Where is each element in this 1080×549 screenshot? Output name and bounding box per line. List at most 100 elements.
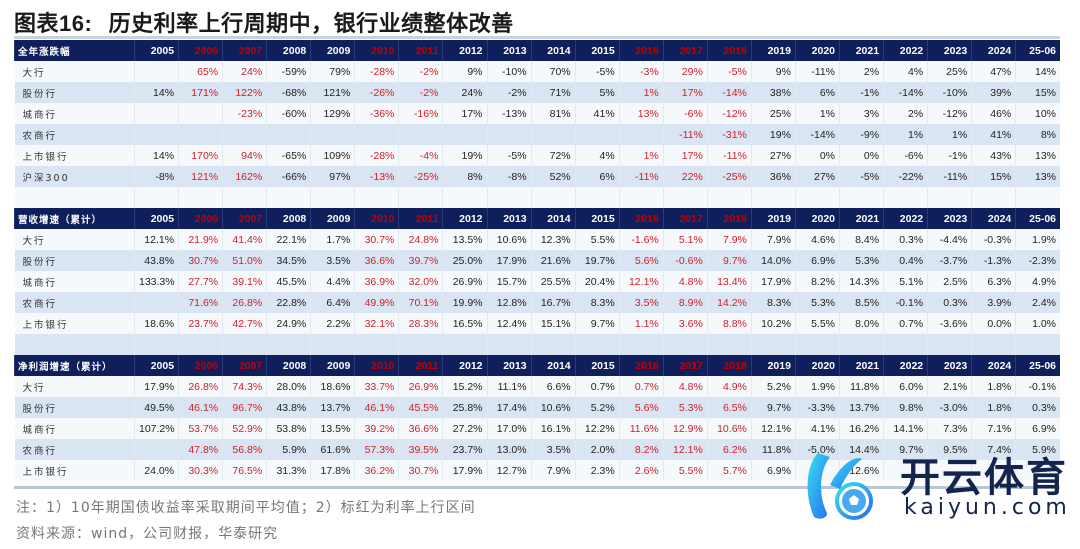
table-cell: 5.1% [883,271,928,292]
table-cell [133,292,179,313]
column-header: 2014 [530,40,576,61]
spacer-cell [706,334,752,355]
spacer-cell [883,334,928,355]
table-cell: -11% [794,61,840,82]
table-cell: 9.7% [883,439,928,460]
table-cell: 61.6% [310,439,355,460]
table-cell: -2% [486,82,532,103]
table-cell: 8.4% [838,229,884,250]
table-cell: 12.1% [662,439,708,460]
spacer-cell [574,334,620,355]
table-row: 上市银行 14% 170% 94% -65% 109% -28% -4% 19% -5% 72% 4%… [14,145,1060,166]
row-label: 农商行 [14,292,135,313]
column-header: 2008 [266,40,311,61]
column-header: 2005 [133,40,179,61]
table-cell: 1% [927,124,972,145]
table-cell: 5.6% [618,250,664,271]
table-cell: 41% [574,103,620,124]
table-cell: 129% [310,103,355,124]
table-row: 农商行 -11% -31% 19% -14% -9% 1% 1% 41% 8% [14,124,1060,145]
table-cell: 70.1% [398,292,443,313]
table-cell: -1.6% [618,229,664,250]
column-header: 2011 [398,355,443,376]
table-cell: 6.6% [530,376,576,397]
table-cell: 15% [971,166,1016,187]
table-cell: 4.9% [706,376,752,397]
kaiyun-k-ball-icon [807,453,873,520]
table-cell: 8.0% [838,313,884,334]
table-cell: -23% [222,103,267,124]
spacer-cell [794,187,840,208]
row-label: 上市银行 [14,313,135,334]
table-cell: 21.6% [530,250,576,271]
table-cell: 6.5% [706,397,752,418]
table-cell: 46.1% [354,397,399,418]
table-cell: 0.4% [883,250,928,271]
column-header: 2019 [750,208,796,229]
table-cell: 3% [838,103,884,124]
spacer-cell [310,187,355,208]
source-note: 资料来源：wind，公司财报，华泰研究 [16,526,279,542]
table-cell: 13.4% [706,271,752,292]
table-cell: 16.1% [530,418,576,439]
table-cell: -6% [662,103,708,124]
table-cell [178,124,223,145]
column-header: 2023 [927,40,972,61]
table-cell: 17.0% [486,418,532,439]
column-header: 2016 [618,208,664,229]
spacer-cell [442,334,487,355]
table-cell: 33.7% [354,376,399,397]
table-cell: 13.5% [310,418,355,439]
table-cell: 7.9% [706,229,752,250]
spacer-cell [530,334,576,355]
table-cell: 25.8% [442,397,487,418]
table-cell: 3.5% [310,250,355,271]
table-cell: 14.2% [706,292,752,313]
table-cell: -13% [354,166,399,187]
table-cell: 13% [1015,166,1060,187]
table-cell [971,460,1016,481]
table-cell: 15.7% [486,271,532,292]
table-cell: 29% [662,61,708,82]
table-cell: 45.5% [266,271,311,292]
table-cell: -5% [706,61,752,82]
table-cell: -68% [266,82,311,103]
spacer-cell [927,187,972,208]
table-cell: 76.5% [222,460,267,481]
table-cell: 4% [574,145,620,166]
section-header-row: 净利润增速（累计） 2005 2006 2007 2008 2009 2010 2011 201… [14,355,1060,376]
spacer-cell [178,187,223,208]
table-cell: 42.7% [222,313,267,334]
table-cell: 16.2% [838,418,884,439]
table-cell: 19% [442,145,487,166]
table-cell: 9.8% [883,397,928,418]
table-cell: 3.5% [618,292,664,313]
table-cell: 11.6% [618,418,664,439]
spacer-cell [662,334,708,355]
table-cell: 4% [883,61,928,82]
table-cell: 13.5% [442,229,487,250]
table-cell: 5.9% [1015,439,1060,460]
table-cell: 9% [750,61,796,82]
table-cell: -1% [838,82,884,103]
spacer-cell [794,334,840,355]
table-cell [222,124,267,145]
table-cell: 17.9% [133,376,179,397]
column-header: 2018 [706,40,752,61]
table-cell: -6% [883,145,928,166]
table-row: 股份行 49.5% 46.1% 96.7% 43.8% 13.7% 46.1% 45.5% 25… [14,397,1060,418]
table-cell: 0% [794,145,840,166]
spacer-cell [133,334,179,355]
table-cell: 4.1% [794,418,840,439]
table-cell: 38% [750,82,796,103]
table-cell: 81% [530,103,576,124]
table-cell: 24.8% [398,229,443,250]
table-cell: 1% [618,145,664,166]
table-cell: -1.3% [971,250,1016,271]
table-cell: 7.9% [750,229,796,250]
table-cell: 0.7% [618,376,664,397]
table-cell: -12% [927,103,972,124]
table-row: 上市银行 24.0% 30.3% 76.5% 31.3% 17.8% 36.2% 30.7% 1… [14,460,1060,481]
spacer-cell [266,187,311,208]
table-cell: -25% [398,166,443,187]
